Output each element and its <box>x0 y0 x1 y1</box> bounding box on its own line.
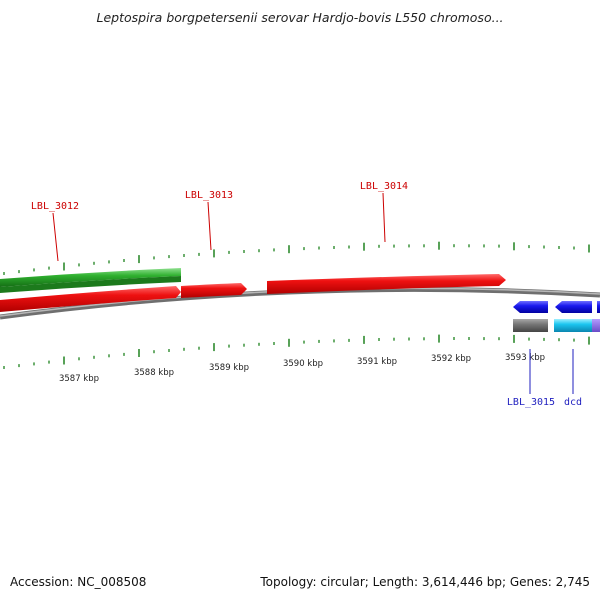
feature-green-upper <box>0 268 181 287</box>
upper-tick-row <box>3 241 590 275</box>
feature-cyan-box <box>554 319 592 332</box>
lower-tick-row <box>3 334 590 369</box>
gene-label-lbl-3014-text[interactable]: LBL_3014 <box>360 181 408 192</box>
gene-label-lbl-3015-text[interactable]: LBL_3015 <box>507 397 555 408</box>
gene-label-dcd-text[interactable]: dcd <box>564 397 582 408</box>
gene-label-lbl-3015[interactable]: LBL_3015 <box>507 349 555 408</box>
gene-label-dcd[interactable]: dcd <box>564 349 582 408</box>
kbp-label-3590: 3590 kbp <box>283 359 323 369</box>
kbp-scale: 3587 kbp 3588 kbp 3589 kbp 3590 kbp 3591… <box>59 353 545 384</box>
kbp-label-3589: 3589 kbp <box>209 363 249 373</box>
feature-purple-box <box>592 319 600 332</box>
gene-label-lbl-3013[interactable]: LBL_3013 <box>185 190 233 251</box>
kbp-label-3588: 3588 kbp <box>134 368 174 378</box>
kbp-label-3591: 3591 kbp <box>357 357 397 367</box>
accession-text: Accession: NC_008508 <box>10 575 147 589</box>
kbp-label-3587: 3587 kbp <box>59 374 99 384</box>
gene-lbl-3012-bar[interactable] <box>0 286 181 312</box>
map-title: Leptospira borgpetersenii serovar Hardjo… <box>96 10 504 25</box>
gene-label-lbl-3012[interactable]: LBL_3012 <box>31 201 79 262</box>
gene-lbl-3015-bar[interactable] <box>513 301 548 313</box>
kbp-label-3592: 3592 kbp <box>431 354 471 364</box>
feature-grey-box <box>513 319 548 332</box>
gene-dcd-bar[interactable] <box>555 301 592 313</box>
feature-blue-edge <box>597 301 600 313</box>
feature-green-lower <box>0 276 181 293</box>
gene-lbl-3014-bar[interactable] <box>267 274 506 294</box>
gene-label-lbl-3012-text[interactable]: LBL_3012 <box>31 201 79 212</box>
gene-label-lbl-3014[interactable]: LBL_3014 <box>360 181 408 243</box>
genome-summary-text: Topology: circular; Length: 3,614,446 bp… <box>260 575 590 589</box>
gene-lbl-3013-bar[interactable] <box>181 283 247 298</box>
kbp-label-3593: 3593 kbp <box>505 353 545 363</box>
gene-label-lbl-3013-text[interactable]: LBL_3013 <box>185 190 233 201</box>
